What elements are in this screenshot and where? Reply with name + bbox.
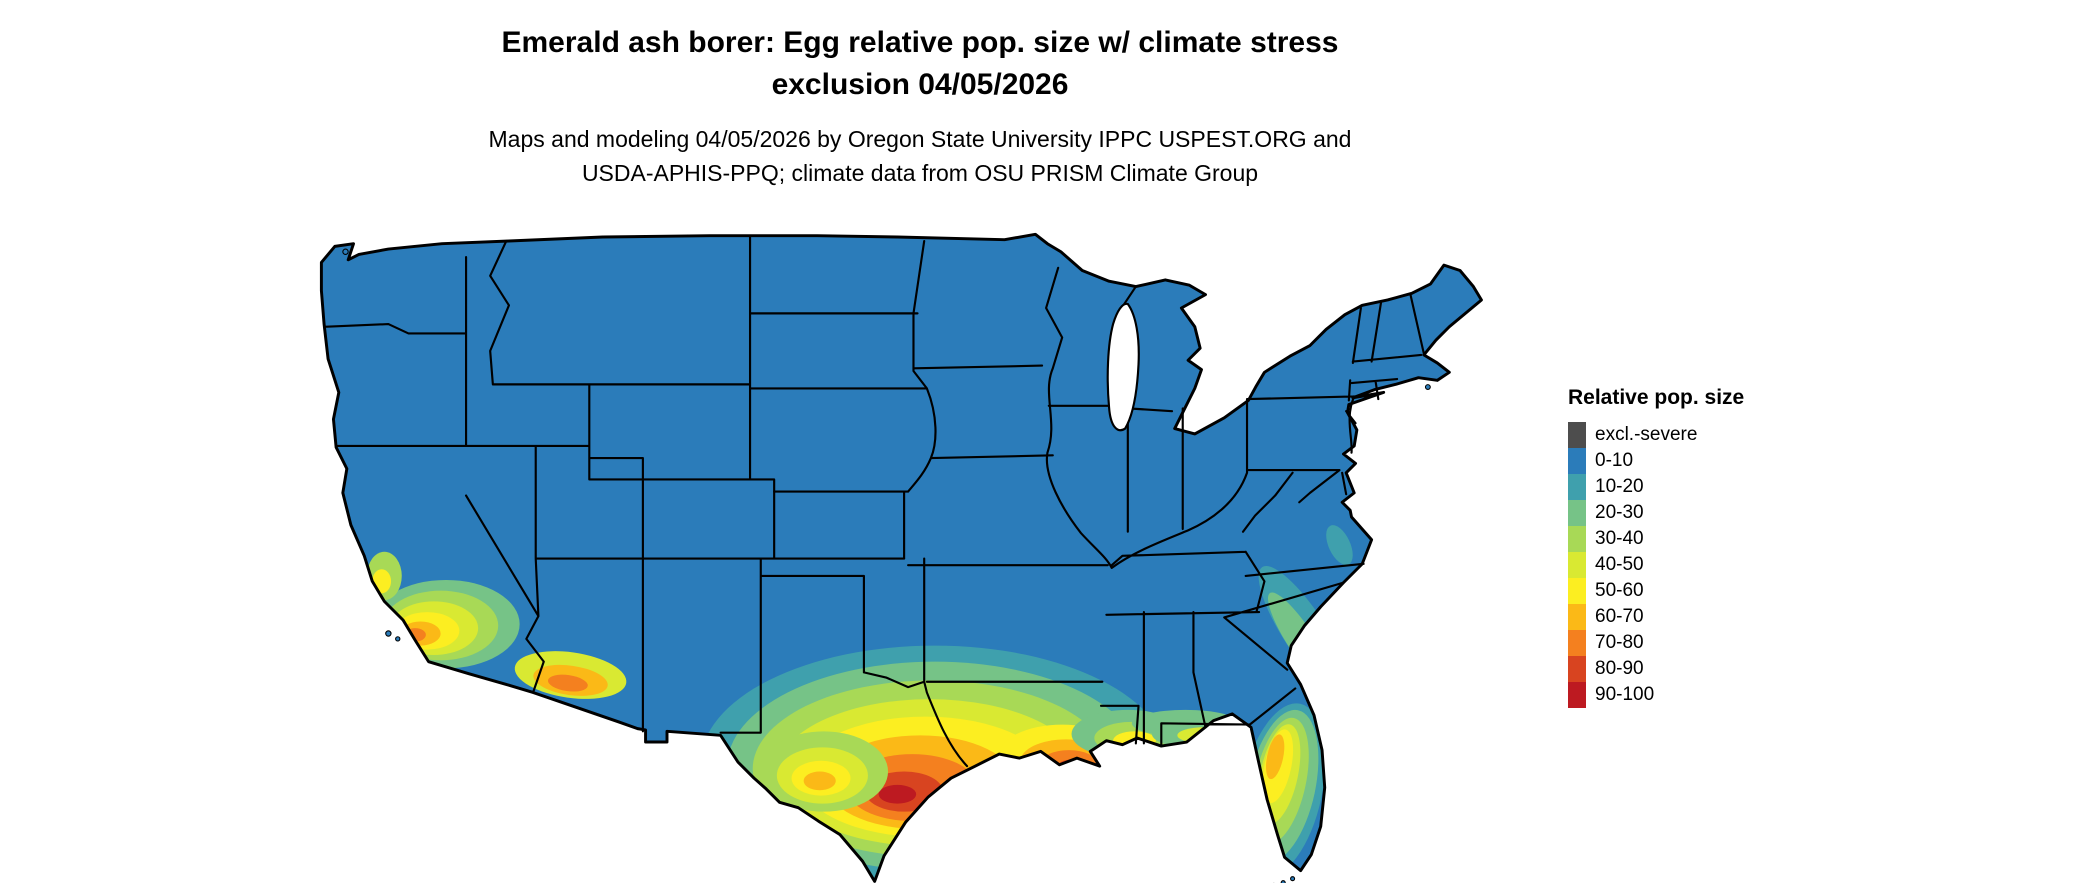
legend-item: 70-80: [1568, 630, 1744, 656]
state-borders-west: [323, 235, 906, 733]
legend-swatch: [1568, 682, 1586, 708]
legend-label: 60-70: [1595, 606, 1644, 627]
hotspot-west-texas: [759, 731, 889, 812]
state-borders-central: [719, 239, 1140, 768]
us-map: [308, 230, 1527, 883]
lake-michigan: [1106, 302, 1140, 432]
legend-label: 0-10: [1595, 450, 1634, 471]
legend-items: excl.-severe 0-10 10-20 20-30 30-40 40-50 50-6…: [1568, 422, 1744, 708]
map-subtitle-line2: USDA-APHIS-PPQ; climate data from OSU PR…: [581, 160, 1259, 186]
map-title: Emerald ash borer: Egg relative pop. siz…: [170, 22, 1670, 106]
legend-label: 90-100: [1595, 684, 1655, 705]
legend-item: 0-10: [1568, 448, 1744, 474]
legend-item: 40-50: [1568, 552, 1744, 578]
legend-label: 40-50: [1595, 554, 1644, 575]
legend-swatch: [1568, 578, 1586, 604]
legend-label: 20-30: [1595, 502, 1644, 523]
map-subtitle-line1: Maps and modeling 04/05/2026 by Oregon S…: [488, 126, 1352, 152]
legend-swatch: [1568, 604, 1586, 630]
legend-swatch: [1568, 552, 1586, 578]
legend-label: 50-60: [1595, 580, 1644, 601]
legend-item: 30-40: [1568, 526, 1744, 552]
legend-label: 70-80: [1595, 632, 1644, 653]
map-title-line1: Emerald ash borer: Egg relative pop. siz…: [501, 26, 1339, 59]
legend-swatch: [1568, 500, 1586, 526]
legend-item: 10-20: [1568, 474, 1744, 500]
legend-item: 80-90: [1568, 656, 1744, 682]
legend-swatch: [1568, 630, 1586, 656]
coastal-islands: [342, 248, 1431, 883]
legend-item: 60-70: [1568, 604, 1744, 630]
legend-item: 90-100: [1568, 682, 1744, 708]
legend-swatch: [1568, 448, 1586, 474]
legend-label: 80-90: [1595, 658, 1644, 679]
legend-swatch: [1568, 656, 1586, 682]
legend-swatch: [1568, 422, 1586, 448]
us-map-svg: [319, 232, 1483, 883]
legend-item: 50-60: [1568, 578, 1744, 604]
legend-swatch: [1568, 526, 1586, 552]
state-borders: [323, 235, 1425, 768]
us-outline: [319, 232, 1483, 883]
legend-item: 20-30: [1568, 500, 1744, 526]
legend-label: 30-40: [1595, 528, 1644, 549]
legend-item: excl.-severe: [1568, 422, 1744, 448]
state-borders-east: [1045, 266, 1425, 746]
legend-label: 10-20: [1595, 476, 1644, 497]
legend-label: excl.-severe: [1595, 424, 1698, 445]
map-title-line2: exclusion 04/05/2026: [771, 68, 1069, 101]
legend-swatch: [1568, 474, 1586, 500]
legend: Relative pop. size excl.-severe 0-10 10-20…: [1568, 386, 1744, 708]
map-subtitle: Maps and modeling 04/05/2026 by Oregon S…: [170, 122, 1670, 190]
legend-title: Relative pop. size: [1568, 386, 1745, 409]
